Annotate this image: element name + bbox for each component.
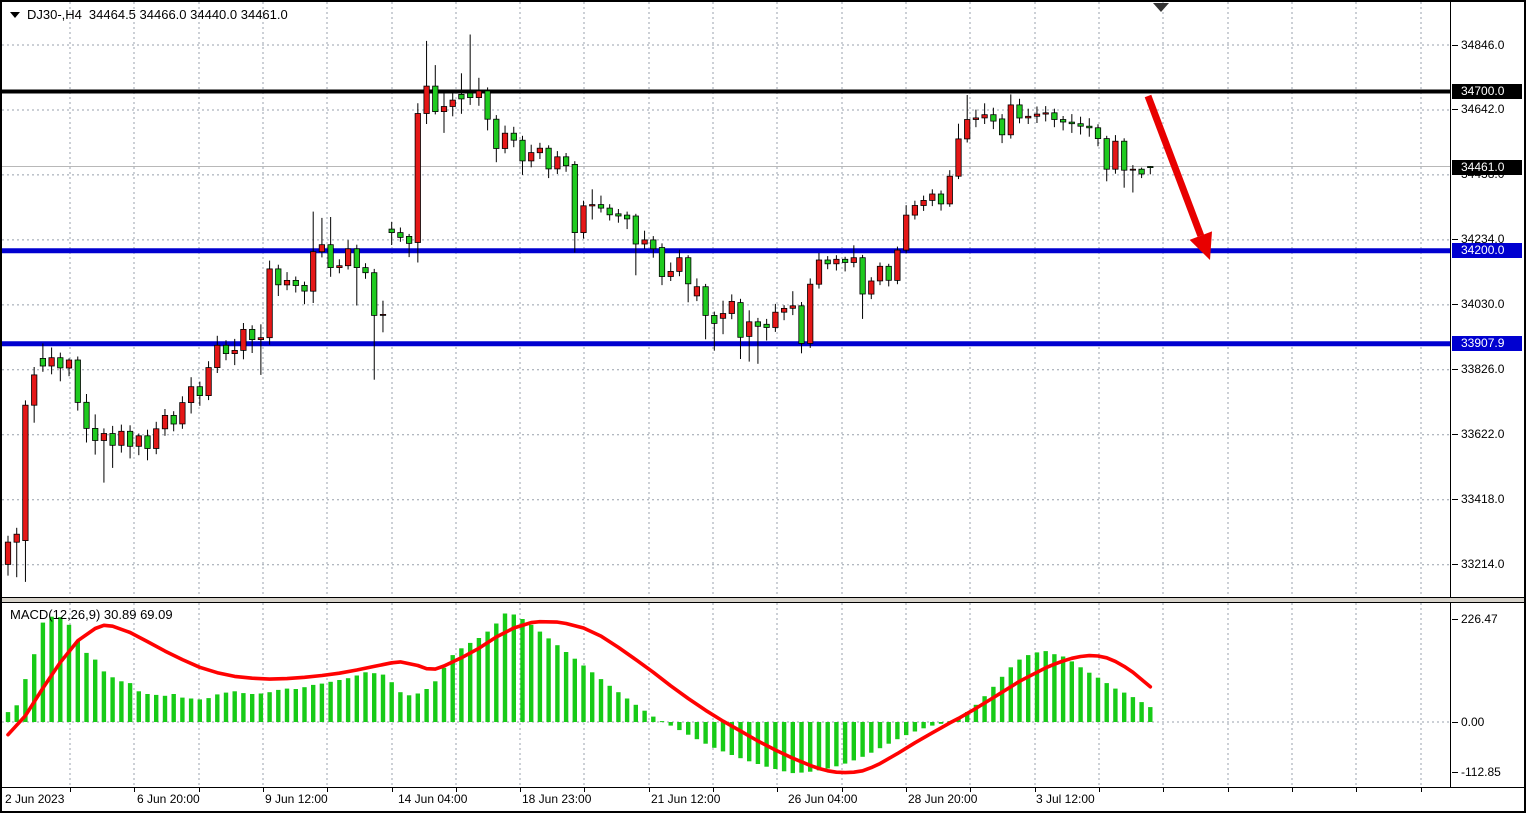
candlestick-chart[interactable] — [2, 2, 1450, 597]
pane-splitter[interactable] — [2, 597, 1524, 603]
time-axis-tick — [456, 788, 457, 792]
time-axis-tick — [777, 788, 778, 792]
price-axis-label: 34234.0 — [1451, 232, 1505, 247]
time-axis-tick — [584, 788, 585, 792]
symbol-dropdown-icon[interactable] — [10, 11, 20, 18]
time-axis-tick — [970, 788, 971, 792]
time-axis-tick — [263, 788, 264, 792]
time-axis[interactable]: 2 Jun 2023 6 Jun 20:00 9 Jun 12:00 14 Jun 0… — [2, 787, 1524, 811]
price-axis[interactable]: 34846.034642.034438.034234.034030.033826… — [1450, 2, 1523, 787]
macd-axis-label: 0.00 — [1451, 714, 1485, 729]
time-axis-tick — [1163, 788, 1164, 792]
time-axis-tick — [649, 788, 650, 792]
time-axis-tick — [1035, 788, 1036, 792]
time-axis-tick — [1421, 788, 1422, 792]
time-axis-label: 18 Jun 23:00 — [522, 792, 592, 806]
macd-indicator-pane[interactable] — [2, 603, 1450, 787]
price-axis-label: 33826.0 — [1451, 362, 1505, 377]
time-axis-tick — [1099, 788, 1100, 792]
price-level-flag: 34700.0 — [1452, 83, 1522, 99]
price-axis-label: 34030.0 — [1451, 297, 1505, 312]
time-axis-tick — [392, 788, 393, 792]
macd-signal-line — [6, 619, 1153, 775]
price-axis-label: 34642.0 — [1451, 102, 1505, 117]
time-axis-tick — [842, 788, 843, 792]
trend-arrow[interactable] — [1144, 94, 1205, 237]
price-level-flag: 34200.0 — [1452, 243, 1522, 259]
price-axis-label: 33622.0 — [1451, 427, 1505, 442]
price-axis-label: 33214.0 — [1451, 557, 1505, 572]
chart-title: DJ30-,H4 34464.5 34466.0 34440.0 34461.0 — [10, 7, 288, 22]
chart-shift-marker[interactable] — [1153, 3, 1169, 12]
time-axis-label: 28 Jun 20:00 — [908, 792, 978, 806]
price-level-flag: 33907.9 — [1452, 336, 1522, 352]
time-axis-tick — [1356, 788, 1357, 792]
macd-axis-label: -112.85 — [1452, 765, 1501, 780]
time-axis-tick — [1292, 788, 1293, 792]
time-axis-label: 2 Jun 2023 — [5, 792, 65, 806]
time-axis-label: 3 Jul 12:00 — [1036, 792, 1095, 806]
time-axis-label: 9 Jun 12:00 — [265, 792, 328, 806]
time-axis-label: 21 Jun 12:00 — [651, 792, 721, 806]
time-axis-label: 14 Jun 04:00 — [398, 792, 468, 806]
ohlc-values: 34464.5 34466.0 34440.0 34461.0 — [88, 7, 288, 22]
price-axis-label: 34846.0 — [1451, 37, 1505, 52]
time-axis-tick — [906, 788, 907, 792]
time-axis-label: 6 Jun 20:00 — [137, 792, 200, 806]
time-axis-label: 26 Jun 04:00 — [788, 792, 858, 806]
price-level-flag: 34461.0 — [1452, 160, 1522, 176]
time-axis-tick — [70, 788, 71, 792]
time-axis-tick — [1228, 788, 1229, 792]
symbol-period-label: DJ30-,H4 — [27, 7, 82, 22]
macd-axis-label: 226.47 — [1452, 612, 1498, 627]
price-axis-label: 33418.0 — [1451, 492, 1505, 507]
macd-indicator-label: MACD(12,26,9) 30.89 69.09 — [10, 607, 173, 622]
time-axis-tick — [713, 788, 714, 792]
time-axis-tick — [134, 788, 135, 792]
time-axis-tick — [520, 788, 521, 792]
trend-arrow-head[interactable] — [1189, 231, 1212, 260]
time-axis-tick — [199, 788, 200, 792]
time-axis-tick — [327, 788, 328, 792]
